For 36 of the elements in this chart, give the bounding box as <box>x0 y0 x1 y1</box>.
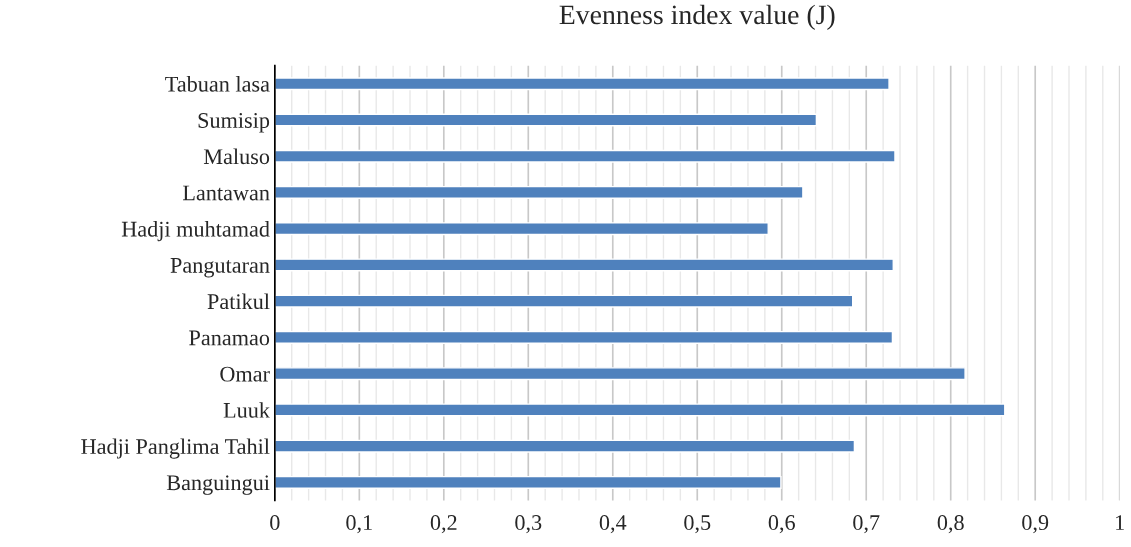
y-tick-label: Banguingui <box>166 475 270 495</box>
bar <box>274 149 896 163</box>
y-tick-label: Sumisip <box>198 112 270 133</box>
y-tick-label: Luuk <box>223 402 270 418</box>
bar <box>274 185 804 199</box>
bar <box>274 77 890 91</box>
x-tick-label: 0,9 <box>1022 515 1049 534</box>
bar <box>274 439 856 453</box>
bar <box>274 258 894 272</box>
x-tick-label: 0,4 <box>599 515 627 534</box>
x-tick-label: 0 <box>270 515 280 531</box>
x-tick-label: 0,1 <box>346 515 372 534</box>
bar <box>274 222 769 236</box>
y-tick-label: Lantawan <box>183 185 270 201</box>
y-tick-label: Panamao <box>189 330 270 346</box>
y-tick-label: Patikul <box>207 293 270 310</box>
x-tick-label: 0,7 <box>853 515 880 534</box>
bar <box>274 475 782 489</box>
bar <box>274 367 966 381</box>
y-tick-label: Hadji Panglima Tahil <box>81 438 270 459</box>
x-tick-label: 0,8 <box>937 515 964 534</box>
chart-title: Evenness index value (J) <box>559 4 835 30</box>
bar <box>274 403 1006 417</box>
bar <box>274 330 894 344</box>
y-tick-label: Hadji muhtamad <box>121 221 270 242</box>
x-tick-label: 1 <box>1116 515 1124 530</box>
y-tick-label: Tabuan lasa <box>165 76 270 92</box>
x-tick-label: 0,6 <box>768 515 795 534</box>
bar <box>274 113 818 127</box>
y-tick-label: Omar <box>220 366 270 382</box>
x-tick-label: 0,3 <box>515 515 542 534</box>
y-tick-label: Maluso <box>203 148 270 165</box>
x-tick-label: 0,5 <box>684 515 711 534</box>
bar <box>274 294 854 308</box>
x-tick-label: 0,2 <box>430 515 457 534</box>
y-tick-label: Pangutaran <box>170 258 270 278</box>
